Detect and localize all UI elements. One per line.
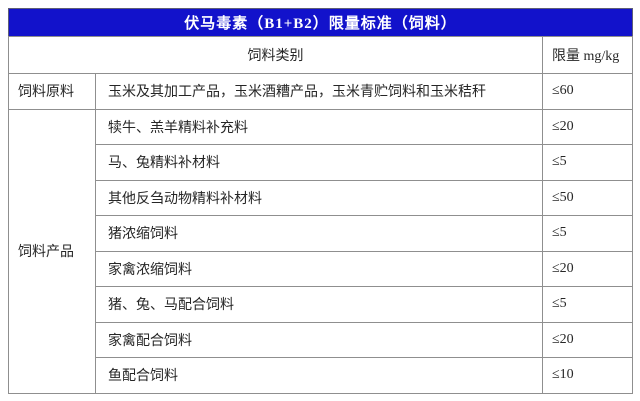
table-row: 饲料原料 玉米及其加工产品，玉米酒糟产品，玉米青贮饲料和玉米秸秆 ≤60 — [8, 73, 634, 110]
limit-value-cell: ≤5 — [541, 144, 634, 181]
header-row: 饲料类别 限量 mg/kg — [8, 36, 634, 74]
table-row: 其他反刍动物精料补材料 ≤50 — [9, 179, 634, 216]
feed-category-cell: 玉米及其加工产品，玉米酒糟产品，玉米青贮饲料和玉米秸秆 — [95, 73, 543, 110]
table-row: 饲料产品 犊牛、羔羊精料补充料 ≤20 — [8, 108, 634, 394]
group-cell: 饲料产品 — [8, 108, 96, 394]
table-row: 猪、兔、马配合饲料 ≤5 — [9, 286, 634, 323]
limit-value-cell: ≤5 — [541, 215, 634, 252]
table-row: 家禽浓缩饲料 ≤20 — [9, 250, 634, 287]
feed-category-cell: 猪、兔、马配合饲料 — [95, 286, 543, 323]
table-row: 家禽配合饲料 ≤20 — [9, 321, 634, 358]
feed-category-cell: 鱼配合饲料 — [95, 357, 543, 394]
limit-value-cell: ≤20 — [541, 321, 634, 358]
feed-category-cell: 猪浓缩饲料 — [95, 215, 543, 252]
feed-category-cell: 其他反刍动物精料补材料 — [95, 179, 543, 216]
table-row: 猪浓缩饲料 ≤5 — [9, 215, 634, 252]
table-body: 饲料原料 玉米及其加工产品，玉米酒糟产品，玉米青贮饲料和玉米秸秆 ≤60 饲料产品 犊牛… — [8, 73, 634, 394]
column-header-category: 饲料类别 — [8, 36, 543, 74]
group-cell: 饲料原料 — [8, 73, 96, 110]
table-title: 伏马毒素（B1+B2）限量标准（饲料） — [7, 8, 634, 37]
table-row: 鱼配合饲料 ≤10 — [9, 357, 634, 394]
limit-value-cell: ≤20 — [541, 250, 634, 287]
limit-value-cell: ≤50 — [541, 179, 634, 216]
table-row: 马、兔精料补材料 ≤5 — [9, 144, 634, 181]
limit-value-cell: ≤10 — [541, 357, 634, 394]
feed-category-cell: 犊牛、羔羊精料补充料 — [95, 108, 543, 145]
limits-table: 伏马毒素（B1+B2）限量标准（饲料） 饲料类别 限量 mg/kg 饲料原料 玉米… — [7, 8, 634, 394]
feed-category-cell: 马、兔精料补材料 — [95, 144, 543, 181]
limit-value-cell: ≤5 — [541, 286, 634, 323]
limit-value-cell: ≤20 — [541, 108, 634, 145]
limit-value-cell: ≤60 — [541, 73, 634, 110]
column-header-limit: 限量 mg/kg — [541, 36, 634, 74]
feed-category-cell: 家禽配合饲料 — [95, 321, 543, 358]
feed-category-cell: 家禽浓缩饲料 — [95, 250, 543, 287]
title-row: 伏马毒素（B1+B2）限量标准（饲料） — [7, 8, 634, 37]
